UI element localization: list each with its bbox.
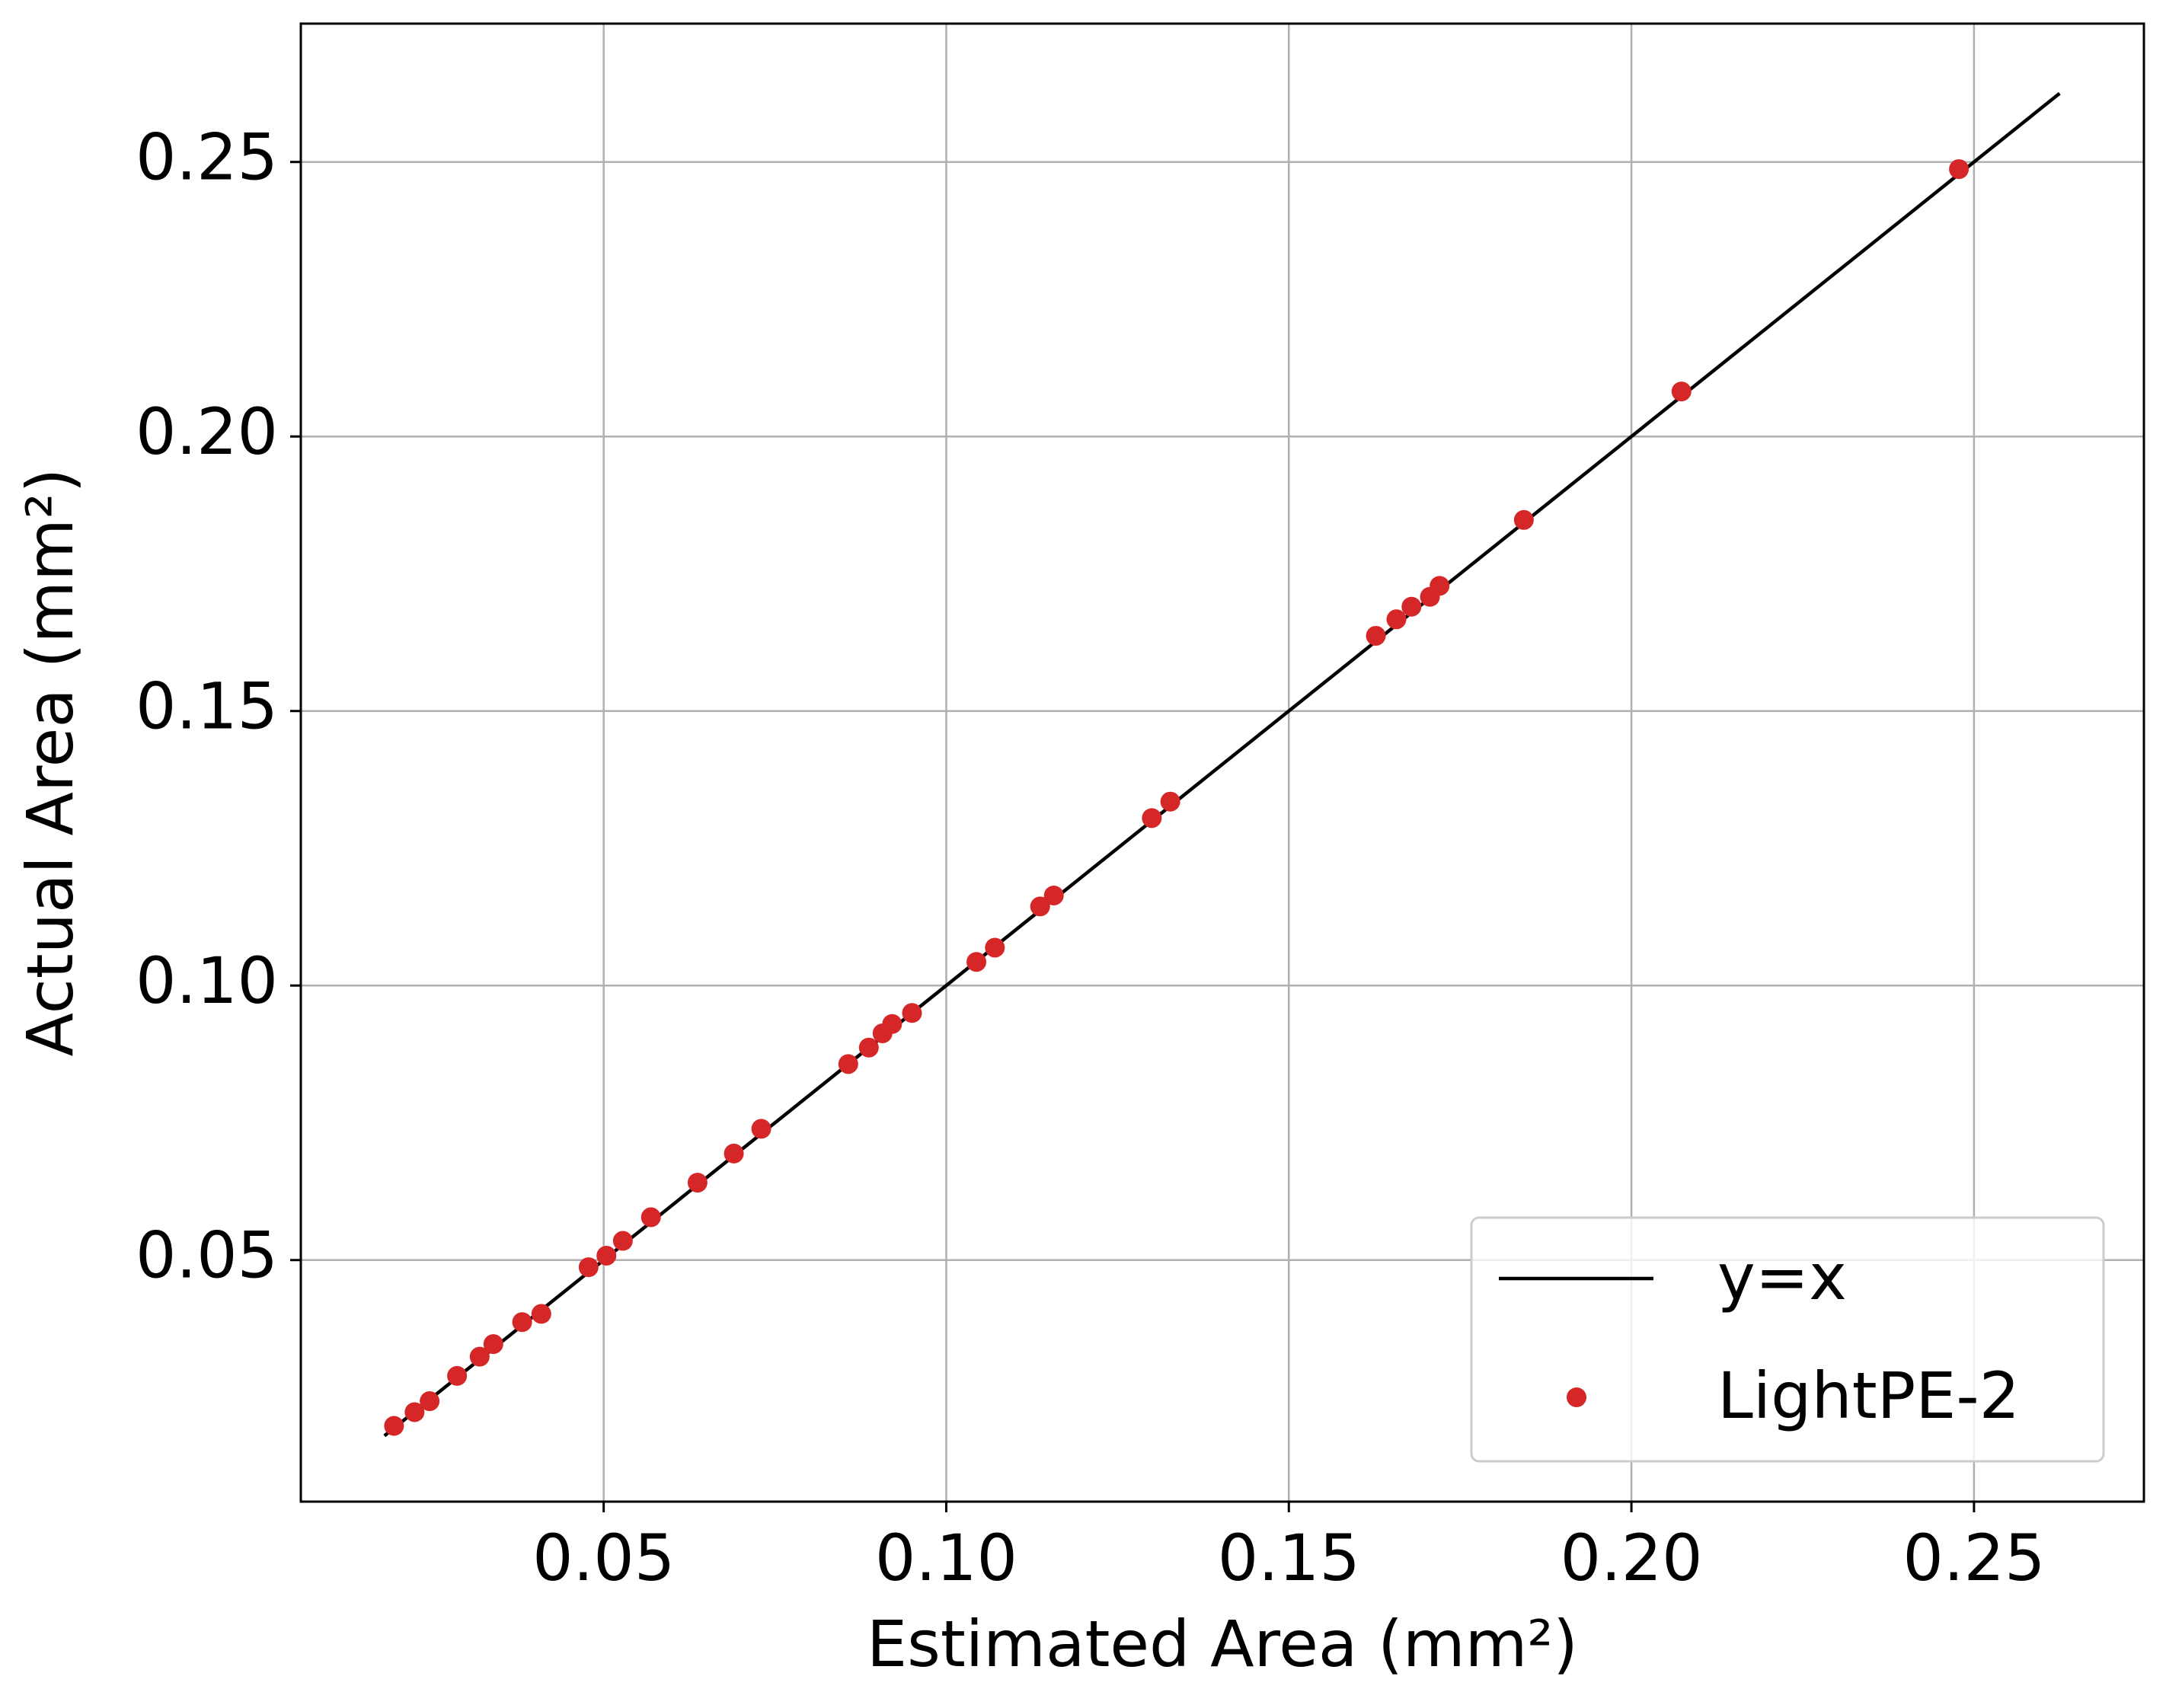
point xyxy=(1030,896,1050,917)
point xyxy=(687,1173,708,1193)
x-tick-label: 0.05 xyxy=(532,1521,675,1595)
x-tick-label: 0.20 xyxy=(1561,1521,1703,1595)
plot-frame xyxy=(299,22,2145,1503)
point xyxy=(838,1054,858,1074)
point xyxy=(966,952,987,972)
legend-label: LightPE-2 xyxy=(1717,1358,2020,1433)
point xyxy=(1430,576,1450,596)
point xyxy=(985,937,1005,958)
x-tick-label: 0.25 xyxy=(1902,1521,2045,1595)
point xyxy=(724,1143,744,1164)
point xyxy=(1366,625,1386,646)
point xyxy=(596,1245,617,1266)
point xyxy=(1142,808,1162,828)
legend-label: y=x xyxy=(1717,1240,1847,1314)
legend-swatch xyxy=(1567,1387,1586,1407)
reference-line xyxy=(383,91,2061,1438)
point xyxy=(1043,885,1064,905)
point xyxy=(1671,382,1692,402)
point xyxy=(1513,509,1534,530)
point xyxy=(1949,159,1970,180)
point xyxy=(469,1346,490,1367)
point xyxy=(1386,609,1407,630)
y-tick-label: 0.10 xyxy=(136,943,278,1018)
y-tick-label: 0.15 xyxy=(136,669,278,744)
point xyxy=(420,1391,440,1412)
x-axis-label: Estimated Area (mm²) xyxy=(867,1607,1578,1681)
y-tick-label: 0.20 xyxy=(136,394,278,469)
point xyxy=(578,1257,599,1278)
point xyxy=(384,1416,404,1436)
point xyxy=(882,1014,902,1034)
y-tick-label: 0.05 xyxy=(136,1218,278,1293)
point xyxy=(512,1312,532,1333)
point xyxy=(902,1003,922,1023)
x-tick-label: 0.15 xyxy=(1218,1521,1360,1595)
legend: y=x LightPE-2 xyxy=(1470,1216,2105,1463)
point xyxy=(447,1365,468,1386)
point xyxy=(1401,596,1422,617)
point xyxy=(858,1037,879,1058)
point xyxy=(531,1304,551,1324)
point xyxy=(641,1207,661,1228)
y-tick-label: 0.25 xyxy=(136,120,278,195)
y-axis-label: Actual Area (mm²) xyxy=(13,468,88,1057)
point xyxy=(612,1231,633,1251)
point xyxy=(404,1402,425,1422)
point xyxy=(483,1334,503,1355)
x-tick-label: 0.10 xyxy=(875,1521,1018,1595)
point xyxy=(1160,791,1180,812)
point xyxy=(751,1119,772,1139)
